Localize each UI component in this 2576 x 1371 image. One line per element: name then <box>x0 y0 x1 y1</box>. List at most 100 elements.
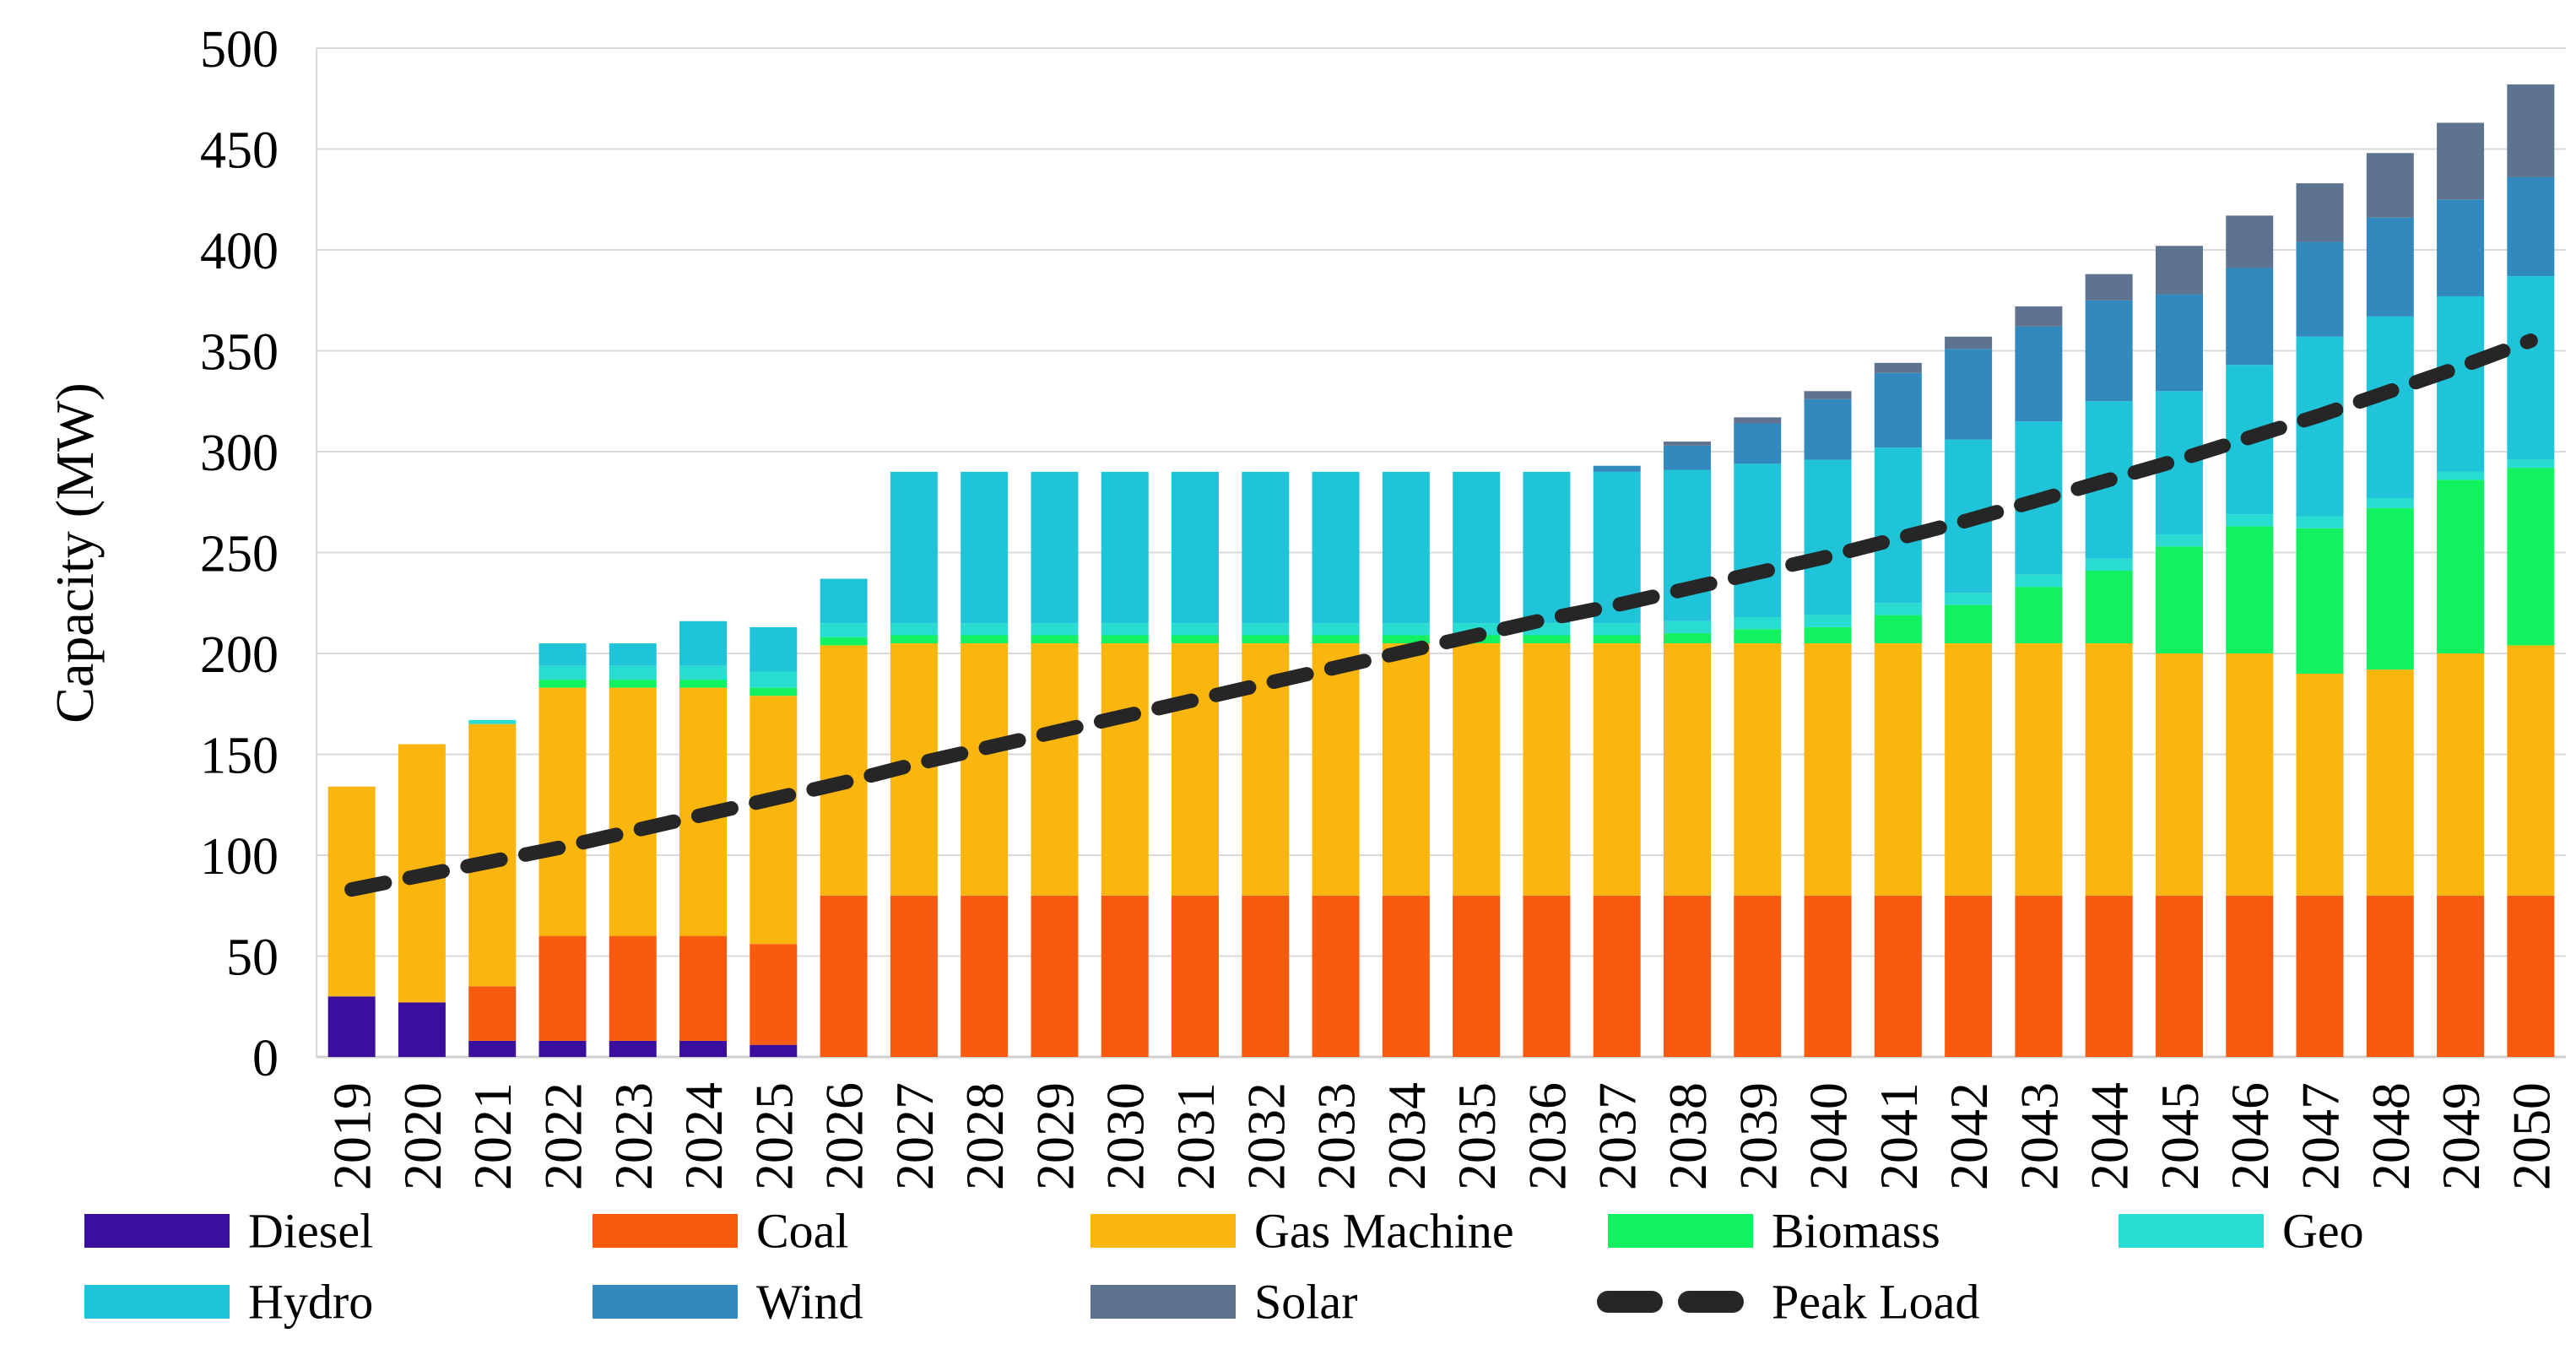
bar-segment-gas-machine-2036 <box>1523 643 1571 896</box>
bar-segment-solar-2038 <box>1663 442 1711 446</box>
bar-segment-coal-2036 <box>1523 895 1571 1057</box>
x-tick-label-2033: 2033 <box>1307 1082 1366 1190</box>
x-tick-label-2034: 2034 <box>1377 1082 1437 1190</box>
bar-segment-coal-2035 <box>1453 895 1501 1057</box>
bar-segment-wind-2050 <box>2507 176 2555 277</box>
bar-segment-biomass-2025 <box>750 687 798 696</box>
x-tick-label-2020: 2020 <box>392 1082 452 1190</box>
x-tick-label-2032: 2032 <box>1236 1082 1296 1190</box>
legend-item-diesel: Diesel <box>84 1204 373 1259</box>
bar-segment-gas-machine-2029 <box>1031 643 1079 896</box>
x-tick-label-2047: 2047 <box>2291 1082 2351 1190</box>
y-tick-label-450: 450 <box>200 122 279 180</box>
bar-segment-biomass-2048 <box>2366 507 2414 670</box>
bar-segment-geo-2026 <box>820 623 868 637</box>
x-tick-label-2036: 2036 <box>1517 1082 1577 1190</box>
legend-swatch-geo <box>2119 1214 2264 1248</box>
bar-segment-diesel-2021 <box>468 1040 517 1057</box>
x-tick-label-2026: 2026 <box>814 1082 874 1190</box>
bar-segment-geo-2041 <box>1874 603 1922 615</box>
legend-swatch-gas-machine <box>1090 1214 1236 1248</box>
x-tick-label-2045: 2045 <box>2150 1082 2210 1190</box>
legend-label-wind: Wind <box>756 1275 863 1330</box>
bar-2032 <box>1242 471 1290 1057</box>
bar-segment-biomass-2026 <box>820 637 868 646</box>
bar-segment-gas-machine-2043 <box>2015 643 2063 896</box>
legend-label-solar: Solar <box>1254 1275 1357 1330</box>
x-tick-label-2050: 2050 <box>2501 1082 2561 1190</box>
bar-segment-coal-2034 <box>1382 895 1430 1057</box>
bar-2047 <box>2296 183 2344 1057</box>
x-tick-label-2035: 2035 <box>1447 1082 1507 1190</box>
bar-segment-gas-machine-2033 <box>1312 643 1360 896</box>
bar-segment-coal-2041 <box>1874 895 1922 1057</box>
bar-segment-coal-2043 <box>2015 895 2063 1057</box>
bar-segment-geo-2031 <box>1172 623 1220 636</box>
x-axis-tick-labels: 2019 2020 2021 2022 2023 2024 2025 2026 2027 2028… <box>322 1082 2562 1190</box>
legend-item-geo: Geo <box>2119 1204 2364 1259</box>
x-tick-label-2041: 2041 <box>1869 1082 1929 1190</box>
bar-segment-biomass-2040 <box>1804 626 1852 644</box>
bar-segment-wind-2048 <box>2366 217 2414 317</box>
bar-segment-diesel-2020 <box>398 1002 446 1057</box>
bar-segment-diesel-2025 <box>750 1044 798 1057</box>
bar-segment-hydro-2024 <box>679 620 728 666</box>
legend-item-solar: Solar <box>1090 1275 1357 1330</box>
legend-label-biomass: Biomass <box>1772 1204 1940 1259</box>
bar-segment-hydro-2032 <box>1242 471 1290 624</box>
bar-2034 <box>1382 471 1430 1057</box>
bar-segment-wind-2043 <box>2015 326 2063 422</box>
bar-segment-geo-2048 <box>2366 497 2414 508</box>
bar-segment-biomass-2028 <box>961 635 1009 644</box>
bar-segment-hydro-2035 <box>1453 471 1501 624</box>
bar-2021 <box>468 719 517 1057</box>
bar-segment-wind-2039 <box>1734 423 1782 464</box>
bar-segment-geo-2028 <box>961 623 1009 636</box>
bar-segment-biomass-2038 <box>1663 633 1711 644</box>
bar-segment-coal-2047 <box>2296 895 2344 1057</box>
bar-2050 <box>2507 84 2555 1057</box>
bar-segment-hydro-2038 <box>1663 469 1711 621</box>
peak-load-dashed-line <box>344 333 2538 897</box>
bar-segment-coal-2048 <box>2366 895 2414 1057</box>
bar-segment-gas-machine-2037 <box>1593 643 1641 896</box>
legend-label-coal: Coal <box>756 1204 849 1259</box>
bar-segment-hydro-2022 <box>538 643 587 666</box>
bar-segment-biomass-2033 <box>1312 635 1360 644</box>
bar-segment-solar-2048 <box>2366 153 2414 218</box>
bar-segment-hydro-2050 <box>2507 276 2555 460</box>
bar-segment-biomass-2029 <box>1031 635 1079 644</box>
bar-segment-geo-2043 <box>2015 574 2063 588</box>
bar-segment-wind-2046 <box>2226 268 2274 366</box>
bar-segment-geo-2045 <box>2155 534 2203 547</box>
bar-segment-geo-2032 <box>1242 623 1290 636</box>
legend-label-geo: Geo <box>2282 1204 2364 1259</box>
bar-segment-coal-2042 <box>1945 895 1993 1057</box>
bar-2048 <box>2366 153 2414 1057</box>
bar-segment-geo-2046 <box>2226 514 2274 527</box>
bar-segment-hydro-2049 <box>2437 295 2485 472</box>
bar-segment-coal-2031 <box>1172 895 1220 1057</box>
bar-segment-geo-2042 <box>1945 593 1993 605</box>
bar-segment-solar-2046 <box>2226 215 2274 268</box>
x-tick-label-2042: 2042 <box>1939 1082 1999 1190</box>
x-tick-label-2027: 2027 <box>885 1082 944 1190</box>
bar-segment-coal-2037 <box>1593 895 1641 1057</box>
bar-segment-hydro-2036 <box>1523 471 1571 624</box>
legend: Diesel Coal Gas Machine Biomass Geo Hydro Wind… <box>84 1204 2364 1330</box>
legend-item-peak-load: Peak Load <box>1597 1275 1979 1330</box>
bar-segment-coal-2039 <box>1734 895 1782 1057</box>
bar-segment-biomass-2036 <box>1523 635 1571 644</box>
x-tick-label-2022: 2022 <box>533 1082 593 1190</box>
bar-2046 <box>2226 215 2274 1057</box>
bar-2031 <box>1172 471 1220 1057</box>
bar-segment-geo-2027 <box>890 623 938 636</box>
bar-segment-biomass-2031 <box>1172 635 1220 644</box>
x-tick-label-2031: 2031 <box>1166 1082 1226 1190</box>
bar-segment-coal-2021 <box>468 986 517 1041</box>
legend-item-wind: Wind <box>593 1275 863 1330</box>
legend-item-hydro: Hydro <box>84 1275 373 1330</box>
bar-2040 <box>1804 391 1852 1057</box>
bar-segment-gas-machine-2048 <box>2366 669 2414 896</box>
